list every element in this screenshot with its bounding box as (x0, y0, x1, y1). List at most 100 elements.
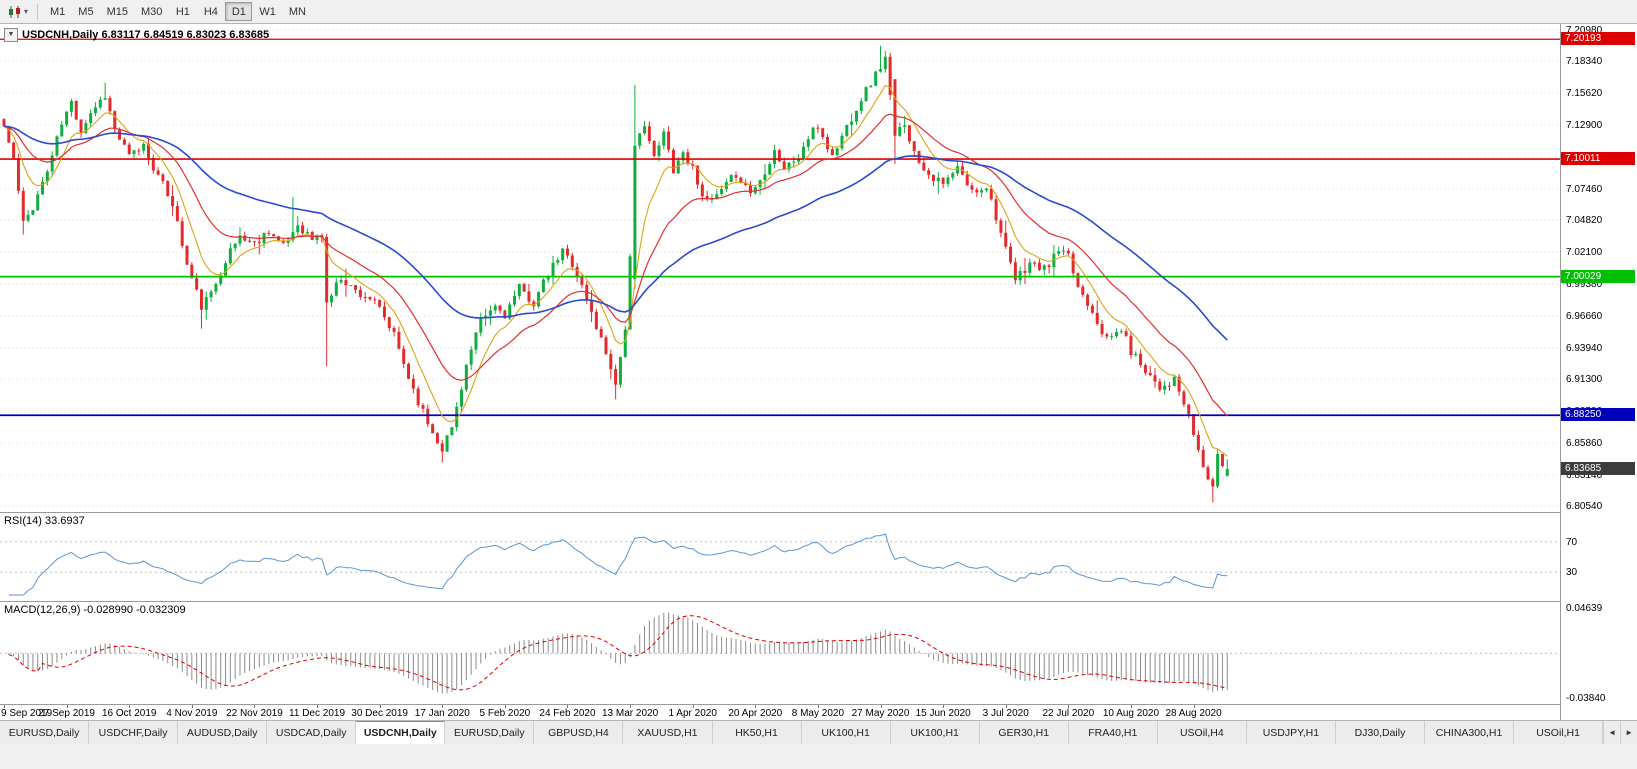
macd-axis-top-label: 0.04639 (1566, 603, 1603, 614)
timeframe-button-h4[interactable]: H4 (197, 2, 224, 21)
timeframe-button-w1[interactable]: W1 (253, 2, 282, 21)
price-tick-label: 6.93940 (1566, 343, 1603, 355)
rsi-line (8, 533, 1228, 596)
price-tick-label: 6.99380 (1566, 279, 1603, 291)
symbol-tab-china300-h1[interactable]: CHINA300,H1 (1425, 721, 1515, 744)
price-tick-label: 7.07460 (1566, 184, 1603, 196)
price-tick-label: 6.85860 (1566, 438, 1603, 450)
date-axis-label: 22 Jul 2020 (1042, 708, 1095, 719)
symbol-tab-usoil-h4[interactable]: USOil,H4 (1157, 721, 1247, 744)
chart-area: ▼ USDCNH,Daily 6.83117 6.84519 6.83023 6… (0, 24, 1637, 720)
date-tick-mark (1068, 705, 1070, 708)
macd-axis-bottom-label: -0.03840 (1566, 693, 1606, 704)
symbol-tab-eurusd-daily[interactable]: EURUSD,Daily (0, 721, 90, 744)
price-tick-label: 7.15620 (1566, 88, 1603, 100)
date-tick-mark (817, 705, 819, 708)
price-tick-label: 7.12900 (1566, 120, 1603, 132)
timeframe-button-h1[interactable]: H1 (169, 2, 196, 21)
macd-signal-line (8, 615, 1228, 691)
date-tick-mark (567, 705, 569, 708)
price-tick-label: 7.04820 (1566, 215, 1603, 227)
date-axis-label: 3 Jul 2020 (982, 708, 1029, 719)
mid-ma-line (3, 113, 1228, 417)
rsi-label: RSI(14) 33.6937 (4, 515, 85, 527)
date-tick-mark (317, 705, 319, 708)
date-axis-label: 10 Aug 2020 (1102, 708, 1160, 719)
symbol-tabbar: EURUSD,Daily USDCHF,Daily AUDUSD,Daily USDC… (0, 720, 1637, 744)
date-axis[interactable]: 9 Sep 2019 27 Sep 2019 16 Oct 2019 4 Nov 20… (0, 704, 1560, 720)
fast-ma-line (3, 84, 1228, 457)
timeframe-button-m5[interactable]: M5 (72, 2, 99, 21)
symbol-tab-xauusd-h1[interactable]: XAUUSD,H1 (623, 721, 713, 744)
date-axis-label: 27 May 2020 (851, 708, 910, 719)
price-tick-label: 6.96660 (1566, 311, 1603, 323)
macd-label: MACD(12,26,9) -0.028990 -0.032309 (4, 604, 186, 616)
date-axis-label: 22 Nov 2019 (226, 708, 283, 719)
price-tick-label: 6.83140 (1566, 470, 1603, 482)
date-tick-mark (129, 705, 131, 708)
price-axis[interactable]: 7.209807.183407.156207.129007.101807.074… (1560, 24, 1636, 720)
slow-ma-line (3, 125, 1228, 341)
tabbar-scroll-left-button[interactable]: ◄ (1603, 721, 1621, 744)
current-price-label: 6.83685 (1561, 461, 1635, 475)
chart-panes: ▼ USDCNH,Daily 6.83117 6.84519 6.83023 6… (0, 24, 1560, 720)
macd-canvas[interactable] (0, 602, 1560, 704)
date-axis-label: 27 Sep 2019 (38, 708, 95, 719)
symbol-tab-uk100-h1[interactable]: UK100,H1 (890, 721, 980, 744)
symbol-tab-usdjpy-h1[interactable]: USDJPY,H1 (1246, 721, 1336, 744)
symbol-tab-audusd-daily[interactable]: AUDUSD,Daily (178, 721, 268, 744)
symbol-tab-usdcnh-daily[interactable]: USDCNH,Daily (356, 721, 446, 744)
symbol-tab-fra40-h1[interactable]: FRA40,H1 (1068, 721, 1158, 744)
date-axis-label: 9 Sep 2019 (1, 708, 53, 719)
symbol-tab-usdcad-daily[interactable]: USDCAD,Daily (267, 721, 357, 744)
date-axis-label: 28 Aug 2020 (1165, 708, 1222, 719)
chart-title: ▼ USDCNH,Daily 6.83117 6.84519 6.83023 6… (4, 28, 269, 42)
symbol-tab-gbpusd-h4[interactable]: GBPUSD,H4 (534, 721, 624, 744)
timeframe-button-m30[interactable]: M30 (135, 2, 168, 21)
date-axis-label: 17 Jan 2020 (414, 708, 470, 719)
symbol-tab-dj30-daily[interactable]: DJ30,Daily (1335, 721, 1425, 744)
candlestick-chart-icon (9, 5, 20, 18)
date-tick-mark (1193, 705, 1195, 708)
date-tick-mark (254, 705, 256, 708)
date-axis-label: 8 May 2020 (791, 708, 845, 719)
chart-type-button[interactable]: ▾ (4, 2, 31, 22)
timeframe-toolbar: ▾ M1 M5 M15 M30 H1 H4 D1 W1 MN (0, 0, 1637, 24)
symbol-tab-eurusd-daily[interactable]: EURUSD,Daily (445, 721, 535, 744)
date-tick-mark (504, 705, 506, 708)
date-tick-mark (191, 705, 193, 708)
chart-title-text: USDCNH,Daily 6.83117 6.84519 6.83023 6.8… (22, 29, 270, 41)
timeframe-button-mn[interactable]: MN (283, 2, 312, 21)
main-chart-canvas[interactable] (0, 24, 1560, 512)
symbol-tab-usdchf-daily[interactable]: USDCHF,Daily (89, 721, 179, 744)
date-tick-mark (379, 705, 381, 708)
symbol-tab-uk100-h1[interactable]: UK100,H1 (801, 721, 891, 744)
symbol-tab-hk50-h1[interactable]: HK50,H1 (712, 721, 802, 744)
date-axis-label: 24 Feb 2020 (539, 708, 596, 719)
date-tick-mark (692, 705, 694, 708)
symbol-tab-ger30-h1[interactable]: GER30,H1 (979, 721, 1069, 744)
symbol-tab-usoil-h1[interactable]: USOil,H1 (1514, 721, 1604, 744)
date-tick-mark (442, 705, 444, 708)
price-line-label: 6.88250 (1561, 408, 1635, 422)
price-tick-label: 7.20980 (1566, 25, 1603, 36)
date-tick-mark (1005, 705, 1007, 708)
date-axis-label: 20 Apr 2020 (728, 708, 783, 719)
rsi-canvas[interactable] (0, 513, 1560, 601)
timeframe-button-m1[interactable]: M1 (44, 2, 71, 21)
timeframe-button-m15[interactable]: M15 (101, 2, 134, 21)
rsi-level-label: 70 (1566, 536, 1578, 548)
macd-indicator-pane: MACD(12,26,9) -0.028990 -0.032309 (0, 601, 1560, 704)
price-line-label: 7.10011 (1561, 152, 1635, 166)
date-axis-label: 4 Nov 2019 (166, 708, 218, 719)
price-tick-label: 6.91300 (1566, 374, 1603, 386)
date-tick-mark (4, 705, 5, 708)
tabbar-scroll-right-button[interactable]: ► (1620, 721, 1637, 744)
price-tick-label: 7.18340 (1566, 56, 1603, 68)
timeframe-button-d1[interactable]: D1 (225, 2, 253, 21)
date-tick-mark (755, 705, 757, 708)
one-click-trading-collapse-icon[interactable]: ▼ (4, 28, 18, 42)
date-tick-mark (943, 705, 945, 708)
timeframe-buttons-group: M1 M5 M15 M30 H1 H4 D1 W1 MN (44, 2, 312, 21)
